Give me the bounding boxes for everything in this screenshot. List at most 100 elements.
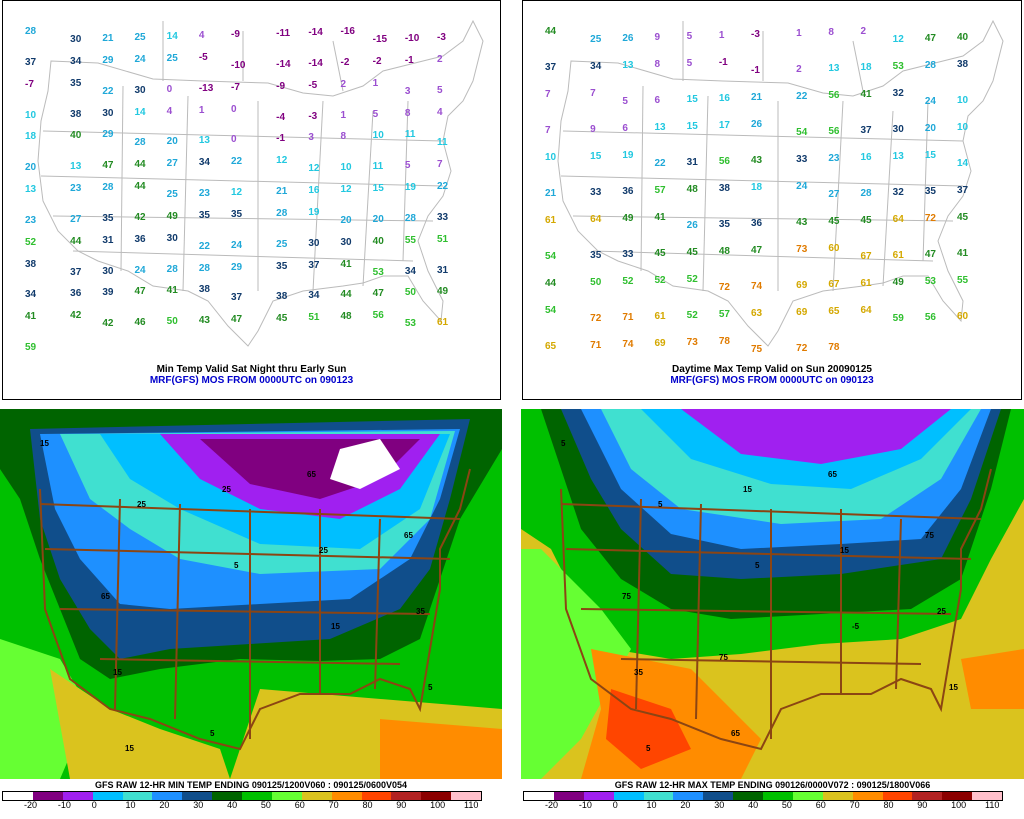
station-temp-value: 41 (340, 258, 352, 270)
station-temp-value: 22 (437, 181, 449, 192)
station-temp-value: 0 (231, 134, 237, 146)
station-temp-value: 5 (622, 96, 628, 107)
colorbar-tick: 10 (125, 800, 136, 810)
station-temp-value: 5 (686, 58, 693, 69)
contour-label: 15 (840, 546, 849, 555)
station-temp-value: 34 (590, 61, 602, 72)
station-temp-value: 9 (590, 124, 596, 135)
station-temp-value: 30 (102, 107, 114, 119)
station-temp-value: 65 (828, 306, 840, 317)
station-temp-value: 47 (924, 33, 936, 44)
station-temp-value: 35 (718, 219, 730, 230)
station-temp-value: 55 (404, 234, 416, 246)
station-temp-value: 14 (134, 106, 146, 118)
station-temp-value: 38 (276, 291, 288, 303)
colorbar-tick: -20 (545, 800, 559, 810)
station-temp-value: 48 (718, 246, 730, 257)
station-temp-value: 56 (828, 126, 840, 137)
station-temp-value: -4 (276, 111, 286, 123)
station-temp-value: 40 (957, 32, 969, 43)
station-temp-value: 33 (437, 211, 449, 223)
station-temp-value: 25 (590, 34, 602, 45)
colorbar-swatch (271, 792, 302, 800)
station-temp-value: -9 (276, 80, 286, 92)
temperature-colorbar (523, 791, 1003, 801)
contour-label: 25 (137, 500, 146, 509)
contour-label: 25 (319, 546, 328, 555)
station-temp-value: 33 (796, 154, 808, 165)
colorbar-tick: -10 (57, 800, 71, 810)
station-temp-value: 64 (892, 214, 904, 225)
station-temp-value: 20 (340, 214, 352, 226)
colorbar-tick: 100 (430, 800, 446, 810)
station-temp-value: 33 (622, 249, 634, 260)
station-temp-value: -3 (437, 32, 446, 43)
station-temp-value: 25 (166, 52, 178, 64)
station-temp-value: 71 (622, 312, 634, 323)
station-temp-value: -14 (276, 58, 291, 70)
station-temp-value: 52 (686, 310, 698, 321)
station-temp-value: 45 (828, 216, 840, 227)
station-temp-value: 5 (686, 31, 693, 42)
station-temp-value: 3 (308, 132, 314, 144)
station-temp-value: 38 (25, 258, 37, 270)
colorbar-tick: 40 (748, 800, 759, 810)
colorbar-tick: -10 (578, 800, 592, 810)
station-temp-value: 46 (134, 317, 146, 329)
station-temp-value: 42 (134, 211, 146, 223)
station-temp-value: 2 (796, 64, 802, 75)
station-temp-value: 16 (308, 185, 320, 196)
station-temp-value: 12 (892, 34, 904, 45)
colorbar-tick: 110 (464, 800, 479, 810)
station-temp-value: 8 (340, 131, 347, 143)
station-temp-value: 7 (437, 159, 443, 171)
station-temp-value: 44 (545, 278, 557, 289)
station-temp-value: 16 (860, 152, 872, 163)
raw-max-title: GFS RAW 12-HR MAX TEMP ENDING 090126/000… (521, 780, 1024, 790)
station-temp-value: 35 (590, 250, 602, 261)
station-temp-value: 34 (404, 265, 416, 277)
mos-max-temp-panel: 44 25 26 9 5 1 -3 1 8 2 12 47 40 37 34 13 8 5 -1 -1 2 13 18 53 2… (522, 0, 1022, 400)
colorbar-swatch (3, 792, 33, 800)
colorbar-tick: 20 (680, 800, 691, 810)
temperature-colorbar (2, 791, 482, 801)
contour-label: 15 (40, 439, 49, 448)
contour-label: 5 (658, 500, 663, 509)
station-temp-value: -1 (751, 65, 760, 76)
station-temp-value: 34 (198, 157, 210, 169)
station-temp-value: 15 (590, 151, 602, 162)
station-temp-value: 12 (340, 184, 352, 195)
max-caption-source: MRF(GFS) MOS FROM 0000UTC on 090123 (670, 375, 874, 386)
colorbar-swatch (391, 792, 422, 800)
station-temp-value: 37 (25, 56, 37, 68)
colorbar-tick: 0 (612, 800, 618, 810)
colorbar-tick: 90 (396, 800, 407, 810)
station-temp-value: 23 (25, 214, 37, 226)
station-temp-value: 56 (718, 156, 730, 167)
station-temp-value: 17 (718, 120, 730, 131)
contour-label: 15 (949, 683, 958, 692)
station-temp-value: 47 (751, 245, 763, 256)
station-temp-value: 43 (751, 155, 763, 166)
station-temp-value: 10 (545, 152, 557, 163)
station-temp-value: 52 (686, 274, 698, 285)
colorbar-swatch (942, 792, 973, 800)
station-temp-value: 33 (590, 187, 602, 198)
station-temp-value: 7 (545, 89, 551, 100)
station-temp-value: 37 (545, 62, 557, 73)
station-temp-value: 56 (372, 310, 384, 322)
station-temp-value: 4 (166, 105, 173, 117)
station-temp-value: 48 (340, 311, 352, 323)
station-temp-value: 35 (276, 260, 288, 272)
station-temp-value: 69 (654, 338, 666, 349)
station-temp-value: 15 (924, 150, 936, 161)
station-temp-value: 44 (134, 159, 146, 171)
colorbar-swatch (122, 792, 153, 800)
station-temp-value: 23 (70, 183, 82, 194)
station-temp-value: 61 (892, 250, 904, 261)
station-temp-value: 10 (957, 95, 969, 106)
station-temp-value: 35 (924, 186, 936, 197)
station-temp-value: 13 (654, 122, 666, 133)
station-temp-value: 41 (860, 89, 872, 100)
colorbar-swatch (822, 792, 853, 800)
